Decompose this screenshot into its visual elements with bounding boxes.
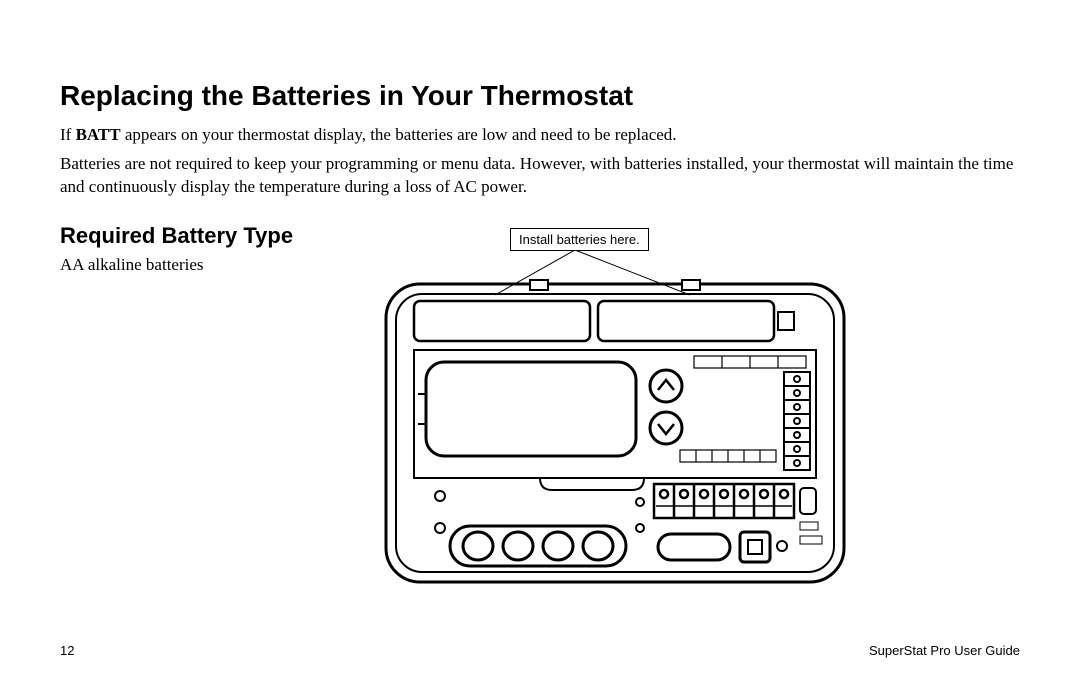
subheading-battery-type: Required Battery Type (60, 223, 380, 249)
page-footer: 12 SuperStat Pro User Guide (60, 643, 1020, 658)
callout-install-batteries: Install batteries here. (510, 228, 649, 251)
callout-leader-lines (380, 250, 850, 300)
para1-post: appears on your thermostat display, the … (121, 125, 677, 144)
thermostat-diagram (380, 278, 850, 588)
para1-pre: If (60, 125, 76, 144)
battery-type-text: AA alkaline batteries (60, 255, 380, 275)
paragraph-not-required: Batteries are not required to keep your … (60, 153, 1020, 199)
footer-guide-title: SuperStat Pro User Guide (869, 643, 1020, 658)
para1-bold: BATT (76, 125, 121, 144)
paragraph-batt: If BATT appears on your thermostat displ… (60, 124, 1020, 147)
page-title: Replacing the Batteries in Your Thermost… (60, 80, 1020, 112)
page-number: 12 (60, 643, 74, 658)
